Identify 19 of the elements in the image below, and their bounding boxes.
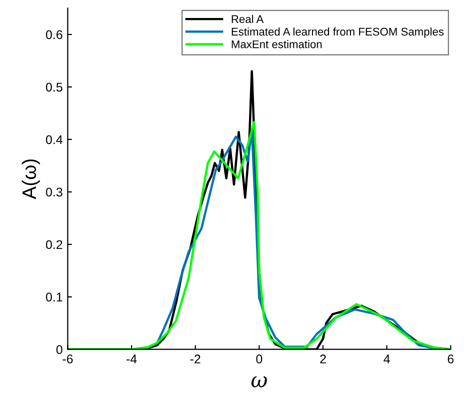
x-tick-label: 6 xyxy=(448,354,454,364)
y-tick-label: 0.1 xyxy=(46,292,62,302)
x-axis-title: ω xyxy=(251,376,267,388)
y-tick-label: 0.2 xyxy=(46,240,62,250)
y-tick-label: 0.5 xyxy=(46,82,62,92)
y-axis-title: A(ω) xyxy=(22,159,40,200)
y-tick-label: 0.3 xyxy=(46,188,62,197)
x-tick-label: 2 xyxy=(320,354,326,364)
y-tick-label: 0 xyxy=(56,345,62,354)
legend-label: MaxEnt estimation xyxy=(232,40,322,48)
x-tick-label: -6 xyxy=(62,354,73,364)
x-tick-label: -2 xyxy=(190,354,200,364)
legend-label: Estimated A learned from FESOM Samples xyxy=(232,27,444,38)
y-tick-label: 0.4 xyxy=(46,135,62,144)
x-tick-label: -4 xyxy=(126,354,137,364)
x-tick-label: 4 xyxy=(384,354,390,364)
y-tick-label: 0.6 xyxy=(46,30,62,40)
legend-label: Real A xyxy=(232,14,264,24)
x-tick-label: 0 xyxy=(256,354,262,364)
